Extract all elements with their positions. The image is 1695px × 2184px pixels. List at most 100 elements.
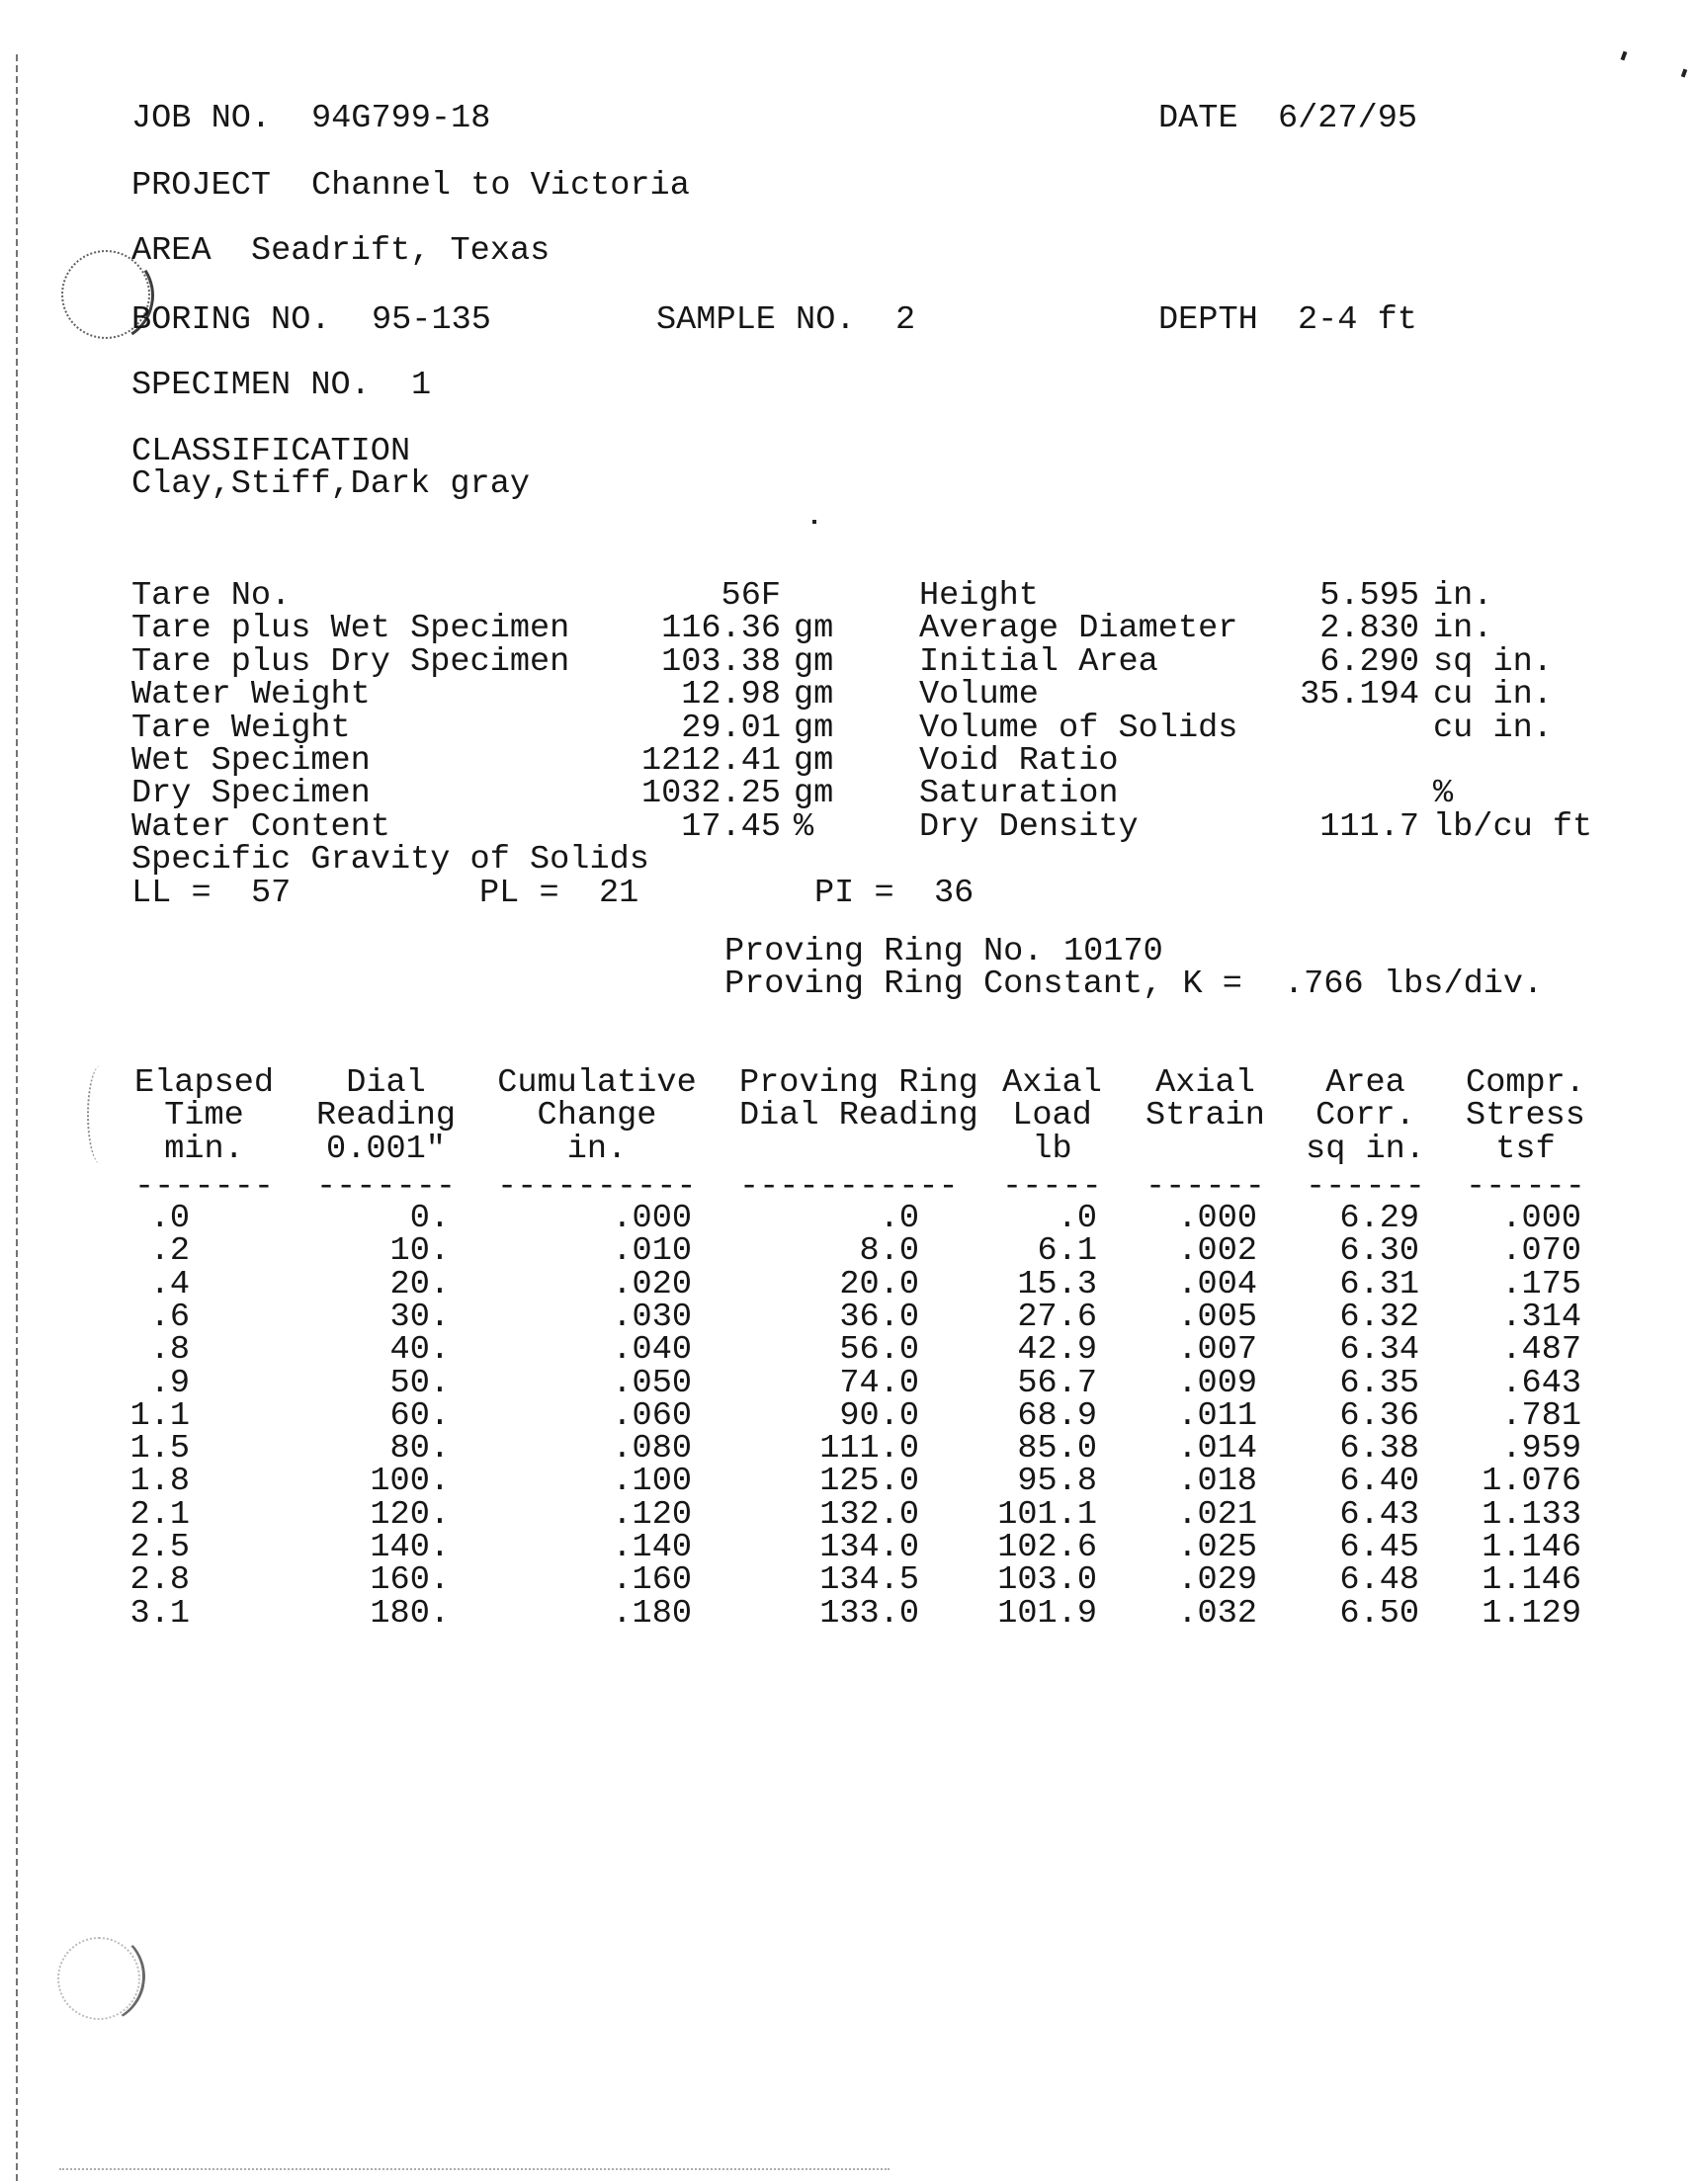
cell-axial-load: 68.9 — [1017, 1396, 1097, 1435]
cell-axial-load: 15.3 — [1017, 1265, 1097, 1303]
cell-cumulative-change: .060 — [612, 1396, 692, 1435]
cell-axial-strain: .007 — [1177, 1331, 1257, 1370]
col-header-axial-load: lb — [1032, 1131, 1072, 1168]
cell-area-corr: 6.34 — [1339, 1331, 1419, 1370]
cell-axial-load: 56.7 — [1017, 1364, 1097, 1402]
cell-axial-strain: .029 — [1177, 1561, 1257, 1600]
spec-right-label: Average Diameter — [919, 610, 1238, 648]
col-dashes-axial-load: ----- — [1002, 1168, 1102, 1206]
cell-cumulative-change: .020 — [612, 1265, 692, 1303]
cell-dial-reading: 0. — [409, 1200, 450, 1237]
spec-left-label: Tare No. — [131, 577, 292, 615]
spec-left-unit: % — [794, 807, 814, 846]
cell-compr-stress: 1.146 — [1482, 1529, 1581, 1566]
pi-value: 36 — [934, 875, 975, 912]
spec-right-unit: sq in. — [1433, 642, 1553, 681]
table-margin-scribble — [87, 1065, 115, 1164]
cell-area-corr: 6.32 — [1339, 1298, 1419, 1336]
spec-left-value: 1212.41 — [640, 742, 781, 780]
col-header-dial-reading: Reading — [316, 1097, 457, 1134]
cell-dial-reading: 10. — [389, 1232, 450, 1271]
spec-left-label: Water Content — [131, 807, 390, 846]
cell-elapsed-time: 3.1 — [129, 1594, 190, 1633]
cell-cumulative-change: .160 — [612, 1561, 692, 1600]
cell-area-corr: 6.45 — [1339, 1529, 1419, 1566]
area-label: AREA — [131, 232, 212, 270]
cell-axial-load: 102.6 — [997, 1529, 1097, 1566]
col-dashes-proving-ring-dial: ----------- — [739, 1168, 959, 1206]
col-header-cumulative-change: Change — [537, 1097, 657, 1134]
date-value: 6/27/95 — [1278, 100, 1418, 137]
job-no-label: JOB NO. — [131, 100, 272, 137]
pl-label: PL = — [479, 875, 559, 912]
cell-dial-reading: 160. — [370, 1561, 450, 1600]
cell-elapsed-time: 1.1 — [129, 1396, 190, 1435]
cell-area-corr: 6.40 — [1339, 1463, 1419, 1501]
col-header-axial-strain: Strain — [1145, 1097, 1265, 1134]
col-header-compr-stress: Stress — [1466, 1097, 1585, 1134]
spec-left-value: 116.36 — [661, 610, 781, 648]
area-value: Seadrift, Texas — [251, 232, 551, 270]
cell-area-corr: 6.30 — [1339, 1232, 1419, 1271]
cell-area-corr: 6.31 — [1339, 1265, 1419, 1303]
spec-left-value: 12.98 — [681, 676, 781, 714]
spec-right-unit: lb/cu ft — [1433, 807, 1593, 846]
col-dashes-axial-strain: ------ — [1145, 1168, 1265, 1206]
cell-axial-load: 85.0 — [1017, 1430, 1097, 1469]
spec-right-unit: cu in. — [1433, 676, 1553, 714]
cell-axial-load: 6.1 — [1037, 1232, 1097, 1271]
cell-proving-ring-dial: 90.0 — [839, 1396, 919, 1435]
cell-axial-strain: .005 — [1177, 1298, 1257, 1336]
cell-elapsed-time: .8 — [149, 1331, 190, 1370]
cell-compr-stress: 1.133 — [1482, 1495, 1581, 1534]
cell-elapsed-time: .6 — [149, 1298, 190, 1336]
cell-dial-reading: 120. — [370, 1495, 450, 1534]
circle-smudge-artifact — [61, 250, 150, 339]
specimen-no-value: 1 — [411, 367, 432, 404]
cell-dial-reading: 40. — [389, 1331, 450, 1370]
cell-dial-reading: 80. — [389, 1430, 450, 1469]
cell-elapsed-time: 1.5 — [129, 1430, 190, 1469]
spec-left-value: 29.01 — [681, 709, 781, 747]
col-header-cumulative-change: Cumulative — [497, 1064, 697, 1102]
cell-axial-load: 101.1 — [997, 1495, 1097, 1534]
cell-elapsed-time: .2 — [149, 1232, 190, 1271]
cell-dial-reading: 140. — [370, 1529, 450, 1566]
spec-right-label: Volume — [919, 676, 1039, 714]
spec-right-value: 2.830 — [1319, 610, 1419, 648]
cell-area-corr: 6.38 — [1339, 1430, 1419, 1469]
cell-proving-ring-dial: 134.5 — [819, 1561, 919, 1600]
cell-proving-ring-dial: 125.0 — [819, 1463, 919, 1501]
boring-no-label: BORING NO. — [131, 301, 331, 339]
spec-left-unit: gm — [794, 742, 834, 780]
cell-axial-load: 42.9 — [1017, 1331, 1097, 1370]
cell-axial-load: 101.9 — [997, 1594, 1097, 1633]
cell-area-corr: 6.48 — [1339, 1561, 1419, 1600]
spec-right-label: Volume of Solids — [919, 709, 1238, 747]
proving-ring-const-value: .766 — [1284, 966, 1364, 1003]
col-dashes-area-corr: ------ — [1306, 1168, 1425, 1206]
cell-elapsed-time: 2.1 — [129, 1495, 190, 1534]
cell-axial-strain: .000 — [1177, 1200, 1257, 1237]
cell-cumulative-change: .100 — [612, 1463, 692, 1501]
cell-compr-stress: .487 — [1501, 1331, 1581, 1370]
spec-left-unit: gm — [794, 775, 834, 813]
cell-axial-strain: .032 — [1177, 1594, 1257, 1633]
cell-cumulative-change: .180 — [612, 1594, 692, 1633]
col-header-axial-strain: Axial — [1155, 1064, 1255, 1102]
cell-axial-strain: .004 — [1177, 1265, 1257, 1303]
ink-speck — [812, 520, 816, 524]
cell-elapsed-time: 2.5 — [129, 1529, 190, 1566]
spec-left-label: Tare Weight — [131, 709, 351, 747]
cell-elapsed-time: 2.8 — [129, 1561, 190, 1600]
job-no-value: 94G799-18 — [311, 100, 491, 137]
cell-cumulative-change: .050 — [612, 1364, 692, 1402]
sample-no-value: 2 — [895, 301, 916, 339]
spec-left-unit: gm — [794, 610, 834, 648]
cell-cumulative-change: .120 — [612, 1495, 692, 1534]
spec-right-value: 6.290 — [1319, 642, 1419, 681]
cell-compr-stress: 1.146 — [1482, 1561, 1581, 1600]
proving-ring-const-unit: lbs/div. — [1384, 966, 1544, 1003]
cell-proving-ring-dial: 8.0 — [859, 1232, 919, 1271]
cell-proving-ring-dial: 134.0 — [819, 1529, 919, 1566]
